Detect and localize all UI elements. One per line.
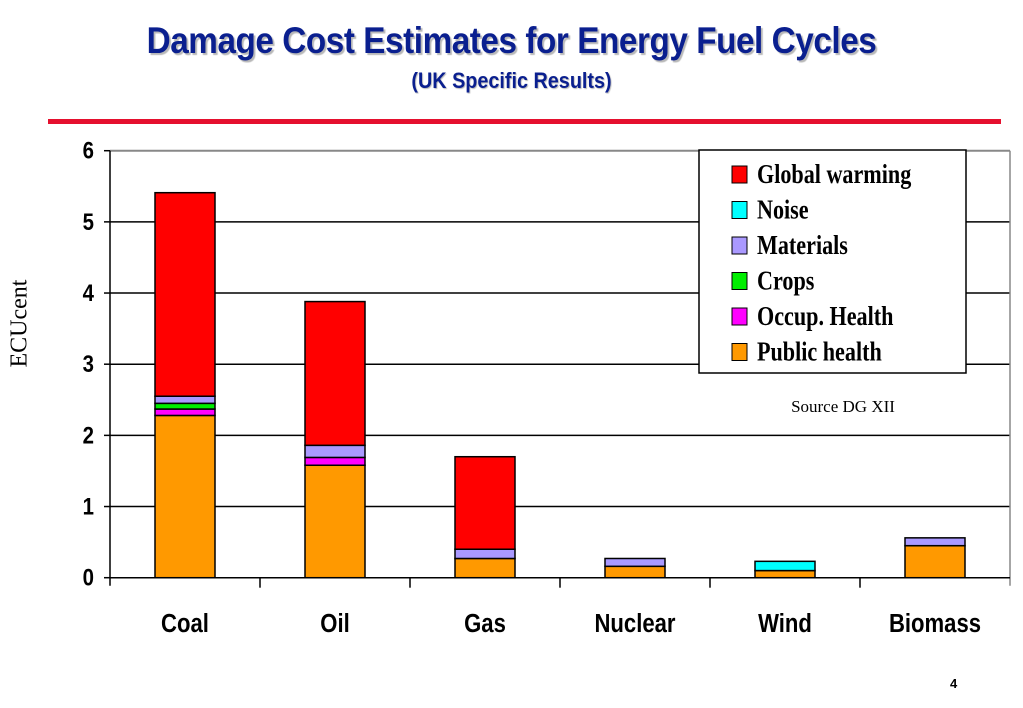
legend-swatch xyxy=(731,236,748,255)
bar-segment xyxy=(304,464,366,579)
bar-segment xyxy=(904,544,966,579)
y-tick-label: 0 xyxy=(83,564,94,591)
bar-segment xyxy=(604,557,666,568)
x-tick-label: Wind xyxy=(758,609,812,638)
legend-swatch xyxy=(731,272,748,290)
x-tick-label: Oil xyxy=(320,609,349,638)
y-tick-label: 1 xyxy=(83,493,94,520)
y-tick-label: 5 xyxy=(83,208,94,235)
bar-segment xyxy=(454,455,516,550)
legend-label: Crops xyxy=(757,267,814,297)
y-tick-label: 6 xyxy=(83,137,94,164)
legend-swatch xyxy=(731,165,748,184)
legend-swatch xyxy=(731,307,748,326)
legend-swatch xyxy=(731,201,748,219)
bar-segment xyxy=(154,414,216,579)
bar-segment xyxy=(154,191,216,397)
bar-segment xyxy=(904,537,966,547)
page-number: 4 xyxy=(950,676,958,691)
bar-segment xyxy=(304,444,366,459)
y-tick-label: 4 xyxy=(83,279,95,306)
x-tick-label: Nuclear xyxy=(594,609,676,638)
legend-box xyxy=(698,149,967,374)
x-tick-label: Gas xyxy=(464,609,506,638)
bar-segment xyxy=(454,557,516,579)
legend-label: Noise xyxy=(757,196,809,226)
bar-segment xyxy=(454,548,516,560)
x-tick-label: Coal xyxy=(161,609,209,638)
bar-segment xyxy=(754,560,816,572)
legend-label: Global warming xyxy=(757,160,912,190)
legend-swatch xyxy=(731,343,748,361)
x-tick-label: Biomass xyxy=(889,609,981,638)
legend-label: Occup. Health xyxy=(757,302,894,332)
bar-segment xyxy=(154,408,216,417)
bar-segment xyxy=(154,395,216,405)
bar-segment xyxy=(304,456,366,467)
y-tick-label: 3 xyxy=(83,351,94,378)
slide-title: Damage Cost Estimates for Energy Fuel Cy… xyxy=(146,20,877,61)
title-divider xyxy=(48,119,1001,124)
legend-label: Public health xyxy=(757,338,882,368)
slide-subtitle: (UK Specific Results) xyxy=(411,68,612,93)
y-tick-label: 2 xyxy=(83,422,94,449)
legend-label: Materials xyxy=(757,231,848,261)
bar-segment xyxy=(754,569,816,579)
bar-segment xyxy=(604,565,666,579)
source-annotation: Source DG XII xyxy=(791,397,895,416)
bar-segment xyxy=(154,402,216,410)
bar-segment xyxy=(304,300,366,447)
